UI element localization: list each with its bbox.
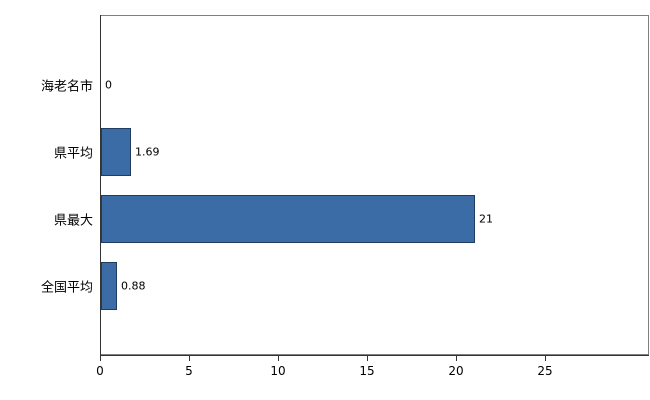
value-label: 0	[105, 78, 112, 92]
x-axis-tick-label: 25	[537, 364, 553, 378]
category-label: 海老名市	[40, 79, 93, 95]
x-axis-tick	[367, 355, 368, 361]
x-axis-tick	[545, 355, 546, 361]
x-axis-tick-label: 5	[185, 364, 193, 378]
x-axis-tick	[456, 355, 457, 361]
bar	[101, 262, 117, 310]
bar	[101, 128, 131, 176]
category-label: 県平均	[53, 146, 93, 162]
x-axis-tick-label: 15	[359, 364, 375, 378]
x-axis-tick	[100, 355, 101, 361]
bar	[101, 195, 475, 243]
value-label: 1.69	[135, 145, 160, 159]
x-axis-tick	[189, 355, 190, 361]
category-label: 全国平均	[40, 280, 93, 296]
x-axis-tick	[278, 355, 279, 361]
category-label: 県最大	[53, 213, 93, 229]
x-axis-tick-label: 0	[96, 364, 104, 378]
x-axis-tick-label: 10	[270, 364, 286, 378]
value-label: 21	[479, 212, 493, 226]
y-axis-line	[100, 15, 101, 355]
x-axis-tick-label: 20	[448, 364, 464, 378]
value-label: 0.88	[121, 279, 146, 293]
plot-area	[100, 15, 649, 355]
x-axis-line	[100, 355, 649, 356]
